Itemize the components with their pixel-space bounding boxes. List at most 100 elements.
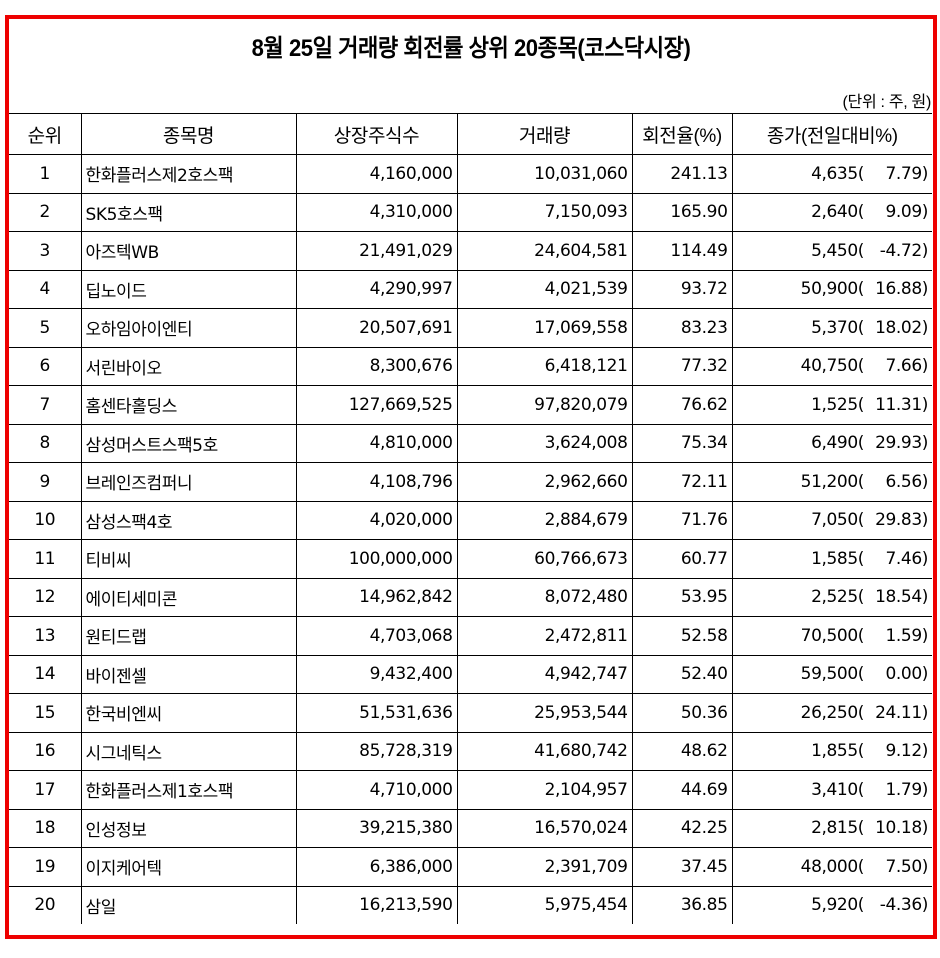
paren-open: ( xyxy=(857,741,865,762)
change-percent: 7.50 xyxy=(885,856,923,877)
stock-name-cell: 티비씨 xyxy=(80,539,297,579)
paren-close: ) xyxy=(921,317,929,338)
paren-open: ( xyxy=(857,279,865,300)
close-change-cell: 4,635(7.79) xyxy=(731,154,932,194)
stock-name-cell: 서린바이오 xyxy=(80,346,297,386)
header-stock-name: 종목명 xyxy=(80,113,297,155)
stock-name-cell: 한국비엔씨 xyxy=(80,693,297,733)
table-row: 11 티비씨 100,000,000 60,766,673 60.77 1,585(7.4… xyxy=(9,539,932,579)
close-price: 1,525 xyxy=(811,394,858,415)
listed-shares-cell: 4,310,000 xyxy=(295,192,458,232)
listed-shares-cell: 4,020,000 xyxy=(295,500,458,540)
volume-cell: 5,975,454 xyxy=(456,885,633,924)
turnover-cell: 165.90 xyxy=(631,192,733,232)
volume-cell: 7,150,093 xyxy=(456,192,633,232)
stock-name-cell: 한화플러스제2호스팩 xyxy=(80,154,297,194)
volume-cell: 2,884,679 xyxy=(456,500,633,540)
paren-close: ) xyxy=(921,548,929,569)
header-turnover: 회전율(%) xyxy=(631,113,733,155)
change-percent: 24.11 xyxy=(875,702,922,723)
close-change-cell: 40,750(7.66) xyxy=(731,346,932,386)
paren-open: ( xyxy=(857,394,865,415)
paren-open: ( xyxy=(857,895,865,916)
close-change-cell: 3,410(1.79) xyxy=(731,770,932,810)
paren-open: ( xyxy=(857,779,865,800)
turnover-cell: 60.77 xyxy=(631,539,733,579)
listed-shares-cell: 4,108,796 xyxy=(295,462,458,502)
stock-name-cell: 에이티세미콘 xyxy=(80,577,297,617)
volume-cell: 60,766,673 xyxy=(456,539,633,579)
paren-open: ( xyxy=(857,702,865,723)
rank-cell: 8 xyxy=(9,423,82,463)
header-row: 순위 종목명 상장주식수 거래량 회전율(%) 종가(전일대비%) xyxy=(9,113,932,155)
close-change-cell: 6,490(29.93) xyxy=(731,423,932,463)
table-body: 1 한화플러스제2호스팩 4,160,000 10,031,060 241.13 4,63… xyxy=(9,154,932,924)
table-row: 1 한화플러스제2호스팩 4,160,000 10,031,060 241.13 4,63… xyxy=(9,154,932,194)
stock-name-cell: 브레인즈컴퍼니 xyxy=(80,462,297,502)
listed-shares-cell: 16,213,590 xyxy=(295,885,458,924)
table-row: 12 에이티세미콘 14,962,842 8,072,480 53.95 2,525(18… xyxy=(9,577,932,617)
table-row: 6 서린바이오 8,300,676 6,418,121 77.32 40,750(7.66… xyxy=(9,346,932,386)
rank-cell: 10 xyxy=(9,500,82,540)
volume-cell: 25,953,544 xyxy=(456,693,633,733)
close-price: 26,250 xyxy=(800,702,858,723)
stock-name-cell: 바이젠셀 xyxy=(80,654,297,694)
table-row: 7 홈센타홀딩스 127,669,525 97,820,079 76.62 1,525(1… xyxy=(9,385,932,425)
table-row: 9 브레인즈컴퍼니 4,108,796 2,962,660 72.11 51,200(6.… xyxy=(9,462,932,502)
volume-cell: 4,942,747 xyxy=(456,654,633,694)
volume-cell: 2,962,660 xyxy=(456,462,633,502)
paren-close: ) xyxy=(921,895,929,916)
change-percent: 10.18 xyxy=(875,818,922,839)
close-change-cell: 7,050(29.83) xyxy=(731,500,932,540)
volume-cell: 17,069,558 xyxy=(456,308,633,348)
paren-open: ( xyxy=(857,240,865,261)
listed-shares-cell: 9,432,400 xyxy=(295,654,458,694)
rank-cell: 12 xyxy=(9,577,82,617)
paren-open: ( xyxy=(857,664,865,685)
close-change-cell: 2,815(10.18) xyxy=(731,808,932,848)
paren-close: ) xyxy=(921,587,929,608)
turnover-cell: 48.62 xyxy=(631,731,733,771)
change-percent: 11.31 xyxy=(875,394,922,415)
close-change-cell: 59,500(0.00) xyxy=(731,654,932,694)
paren-close: ) xyxy=(921,240,929,261)
paren-open: ( xyxy=(857,587,865,608)
paren-close: ) xyxy=(921,356,929,377)
table-row: 3 아즈텍WB 21,491,029 24,604,581 114.49 5,450(-4… xyxy=(9,231,932,271)
rank-cell: 19 xyxy=(9,847,82,887)
turnover-cell: 53.95 xyxy=(631,577,733,617)
rank-cell: 5 xyxy=(9,308,82,348)
turnover-cell: 72.11 xyxy=(631,462,733,502)
table-row: 14 바이젠셀 9,432,400 4,942,747 52.40 59,500(0.00… xyxy=(9,654,932,694)
turnover-cell: 77.32 xyxy=(631,346,733,386)
close-price: 4,635 xyxy=(811,163,858,184)
stock-name-cell: 삼성머스트스팩5호 xyxy=(80,423,297,463)
paren-close: ) xyxy=(921,741,929,762)
rank-cell: 13 xyxy=(9,616,82,656)
table-row: 18 인성정보 39,215,380 16,570,024 42.25 2,815(10.… xyxy=(9,808,932,848)
paren-close: ) xyxy=(921,394,929,415)
rank-cell: 7 xyxy=(9,385,82,425)
close-price: 5,920 xyxy=(811,895,858,916)
paren-open: ( xyxy=(857,202,865,223)
rank-cell: 16 xyxy=(9,731,82,771)
close-price: 5,370 xyxy=(811,317,858,338)
listed-shares-cell: 20,507,691 xyxy=(295,308,458,348)
close-change-cell: 5,920(-4.36) xyxy=(731,885,932,924)
turnover-cell: 42.25 xyxy=(631,808,733,848)
turnover-cell: 71.76 xyxy=(631,500,733,540)
close-price: 2,815 xyxy=(811,818,858,839)
header-rank: 순위 xyxy=(9,113,82,155)
stock-name-cell: 홈센타홀딩스 xyxy=(80,385,297,425)
change-percent: 9.12 xyxy=(885,741,923,762)
table-row: 20 삼일 16,213,590 5,975,454 36.85 5,920(-4.36) xyxy=(9,885,932,924)
paren-close: ) xyxy=(921,202,929,223)
close-change-cell: 48,000(7.50) xyxy=(731,847,932,887)
paren-open: ( xyxy=(857,510,865,531)
page-title: 8월 25일 거래량 회전률 상위 20종목(코스닥시장) xyxy=(251,35,691,62)
turnover-cell: 52.58 xyxy=(631,616,733,656)
rank-cell: 2 xyxy=(9,192,82,232)
volume-cell: 10,031,060 xyxy=(456,154,633,194)
change-percent: 7.46 xyxy=(885,548,923,569)
rank-cell: 1 xyxy=(9,154,82,194)
